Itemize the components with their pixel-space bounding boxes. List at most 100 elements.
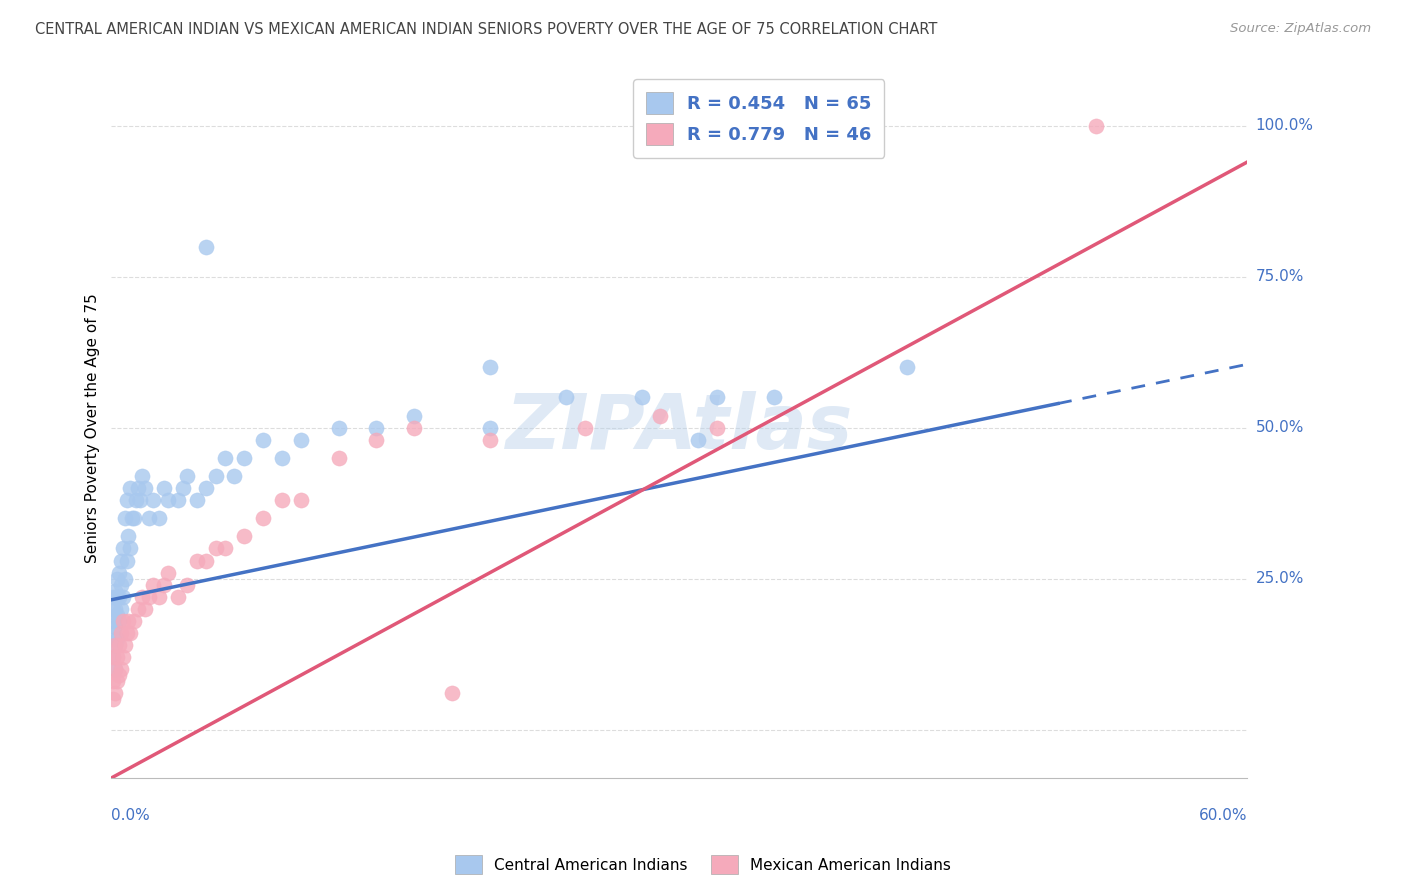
Point [103, 650, 125, 665]
Point [122, 511, 145, 525]
Point [105, 650, 128, 665]
Point [1084, 119, 1107, 133]
Point [104, 662, 127, 676]
Point [114, 511, 136, 525]
Point [479, 433, 502, 447]
Point [166, 493, 188, 508]
Point [117, 529, 139, 543]
Point [195, 553, 218, 567]
Text: 0.0%: 0.0% [111, 808, 150, 823]
Point [105, 674, 128, 689]
Point [134, 602, 156, 616]
Point [111, 650, 134, 665]
Point [108, 668, 131, 682]
Point [131, 469, 153, 483]
Point [115, 553, 138, 567]
Text: 60.0%: 60.0% [1199, 808, 1247, 823]
Point [214, 450, 236, 465]
Text: 75.0%: 75.0% [1256, 269, 1303, 285]
Point [706, 420, 728, 434]
Point [103, 674, 125, 689]
Point [128, 493, 150, 508]
Text: ZIPAtlas: ZIPAtlas [506, 391, 853, 465]
Point [270, 450, 292, 465]
Point [148, 590, 170, 604]
Point [120, 626, 142, 640]
Point [103, 692, 125, 706]
Point [366, 433, 388, 447]
Point [108, 566, 131, 580]
Point [404, 409, 426, 423]
Point [104, 662, 127, 676]
Point [103, 650, 125, 665]
Point [104, 620, 127, 634]
Point [108, 614, 131, 628]
Point [138, 590, 160, 604]
Point [103, 626, 125, 640]
Point [131, 590, 153, 604]
Point [186, 553, 208, 567]
Point [104, 686, 127, 700]
Point [153, 577, 176, 591]
Y-axis label: Seniors Poverty Over the Age of 75: Seniors Poverty Over the Age of 75 [86, 293, 100, 563]
Point [127, 481, 149, 495]
Legend: R = 0.454   N = 65, R = 0.779   N = 46: R = 0.454 N = 65, R = 0.779 N = 46 [633, 79, 884, 158]
Text: 100.0%: 100.0% [1256, 119, 1313, 133]
Point [554, 391, 576, 405]
Point [103, 614, 125, 628]
Point [105, 632, 128, 646]
Point [108, 590, 131, 604]
Point [366, 420, 388, 434]
Point [204, 469, 226, 483]
Point [105, 607, 128, 622]
Point [110, 662, 132, 676]
Point [204, 541, 226, 556]
Point [172, 481, 194, 495]
Point [111, 590, 134, 604]
Point [252, 511, 274, 525]
Point [115, 493, 138, 508]
Point [186, 493, 208, 508]
Point [108, 638, 131, 652]
Point [176, 469, 198, 483]
Point [138, 511, 160, 525]
Point [157, 566, 180, 580]
Point [650, 409, 672, 423]
Point [195, 481, 218, 495]
Point [328, 450, 350, 465]
Point [224, 469, 246, 483]
Point [120, 481, 142, 495]
Point [232, 450, 254, 465]
Point [290, 493, 312, 508]
Point [125, 493, 148, 508]
Point [214, 541, 236, 556]
Point [896, 360, 918, 375]
Point [114, 638, 136, 652]
Point [104, 638, 127, 652]
Text: Source: ZipAtlas.com: Source: ZipAtlas.com [1230, 22, 1371, 36]
Point [630, 391, 652, 405]
Point [134, 481, 156, 495]
Point [103, 590, 125, 604]
Point [127, 602, 149, 616]
Point [104, 638, 127, 652]
Point [763, 391, 786, 405]
Point [328, 420, 350, 434]
Point [111, 541, 134, 556]
Point [153, 481, 176, 495]
Point [706, 391, 728, 405]
Point [117, 614, 139, 628]
Point [120, 541, 142, 556]
Point [404, 420, 426, 434]
Point [121, 511, 143, 525]
Point [574, 420, 596, 434]
Point [148, 511, 170, 525]
Point [110, 577, 132, 591]
Point [688, 433, 710, 447]
Point [142, 577, 165, 591]
Point [479, 360, 502, 375]
Point [114, 572, 136, 586]
Point [232, 529, 254, 543]
Point [290, 433, 312, 447]
Point [104, 583, 127, 598]
